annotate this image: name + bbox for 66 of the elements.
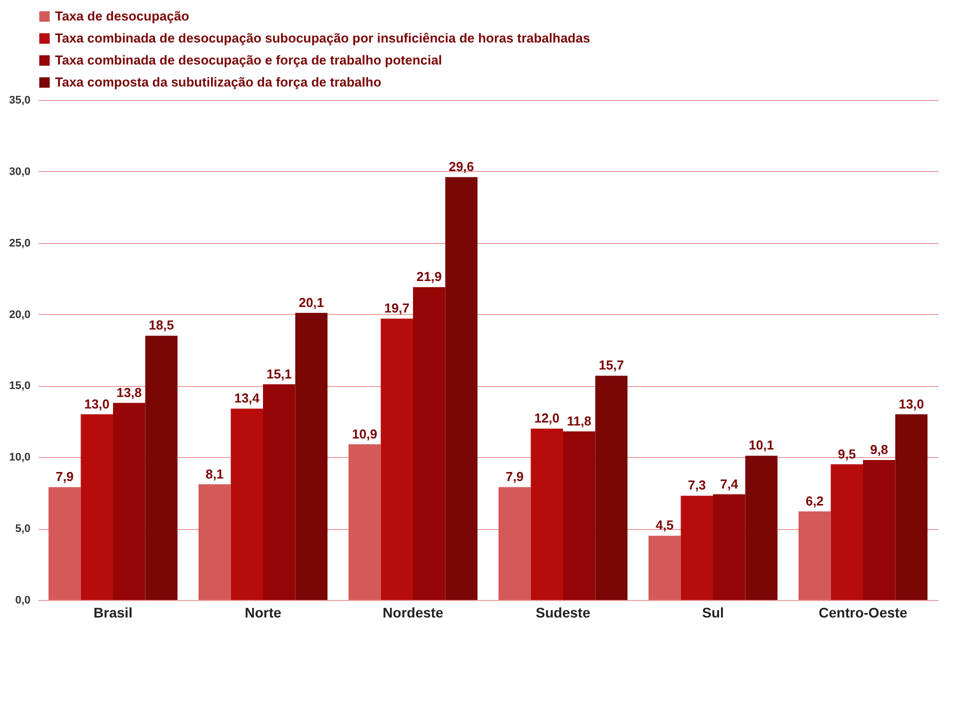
data-label: 20,1 [298, 294, 324, 310]
bar [648, 536, 681, 600]
data-label: 29,6 [448, 159, 474, 174]
bar [263, 384, 296, 600]
data-label: 11,8 [566, 413, 592, 428]
data-label: 12,0 [534, 410, 560, 426]
bar [445, 177, 478, 600]
x-tick-label: Centro-Oeste [818, 604, 908, 620]
bar [380, 318, 413, 600]
bar [863, 460, 896, 600]
data-label: 13,4 [234, 390, 260, 406]
bar [895, 414, 928, 600]
bar [113, 402, 146, 600]
data-label: 19,7 [384, 300, 410, 316]
legend-label: Taxa combinada de desocupação subocupação por insuficiência de horas trabalhadas [55, 30, 590, 46]
bar [680, 496, 713, 600]
data-label: 7,4 [720, 476, 739, 492]
y-tick-label: 35,0 [9, 94, 30, 106]
bar [80, 414, 113, 600]
bar [745, 456, 778, 600]
data-label: 7,9 [506, 469, 524, 484]
data-label: 13,0 [898, 396, 924, 412]
bar [230, 408, 263, 600]
data-label: 21,9 [416, 269, 442, 284]
legend-label: Taxa de desocupação [55, 8, 190, 24]
data-label: 6,2 [806, 493, 824, 508]
data-label: 10,9 [352, 426, 378, 442]
data-label: 13,8 [116, 384, 142, 400]
bar [295, 312, 328, 600]
bar [595, 376, 628, 600]
x-tick-label: Sul [702, 604, 724, 620]
y-tick-label: 5,0 [15, 523, 30, 536]
x-tick-label: Brasil [94, 604, 132, 620]
bar [798, 511, 831, 600]
y-tick-label: 0,0 [15, 594, 30, 606]
y-tick-label: 15,0 [9, 380, 30, 392]
legend-label: Taxa combinada de desocupação e força de trabalho potencial [55, 52, 442, 68]
y-tick-label: 25,0 [9, 237, 30, 250]
bar [48, 487, 81, 600]
bar [145, 336, 178, 600]
data-label: 10,1 [748, 438, 774, 453]
data-label: 15,7 [598, 358, 624, 373]
bar [713, 494, 746, 600]
x-tick-label: Nordeste [382, 604, 444, 620]
x-tick-label: Norte [244, 604, 282, 620]
data-label: 4,5 [656, 518, 674, 533]
legend-label: Taxa composta da subutilização da força de trabalho [55, 74, 382, 90]
data-label: 7,3 [688, 478, 706, 493]
bar [498, 487, 531, 600]
bar [830, 464, 863, 600]
bar [413, 287, 446, 600]
data-label: 9,5 [838, 446, 856, 462]
data-label: 13,0 [84, 396, 110, 412]
bar [563, 431, 596, 600]
y-tick-label: 20,0 [9, 308, 30, 321]
bar [348, 444, 381, 600]
data-label: 7,9 [56, 469, 74, 484]
data-label: 18,5 [148, 318, 174, 333]
data-label: 15,1 [266, 366, 292, 382]
bar [530, 428, 563, 600]
bar [198, 484, 231, 600]
y-tick-label: 30,0 [9, 166, 30, 178]
y-tick-label: 10,0 [9, 452, 30, 464]
x-tick-label: Sudeste [536, 604, 590, 620]
data-label: 9,8 [870, 442, 888, 457]
data-label: 8,1 [206, 466, 224, 482]
